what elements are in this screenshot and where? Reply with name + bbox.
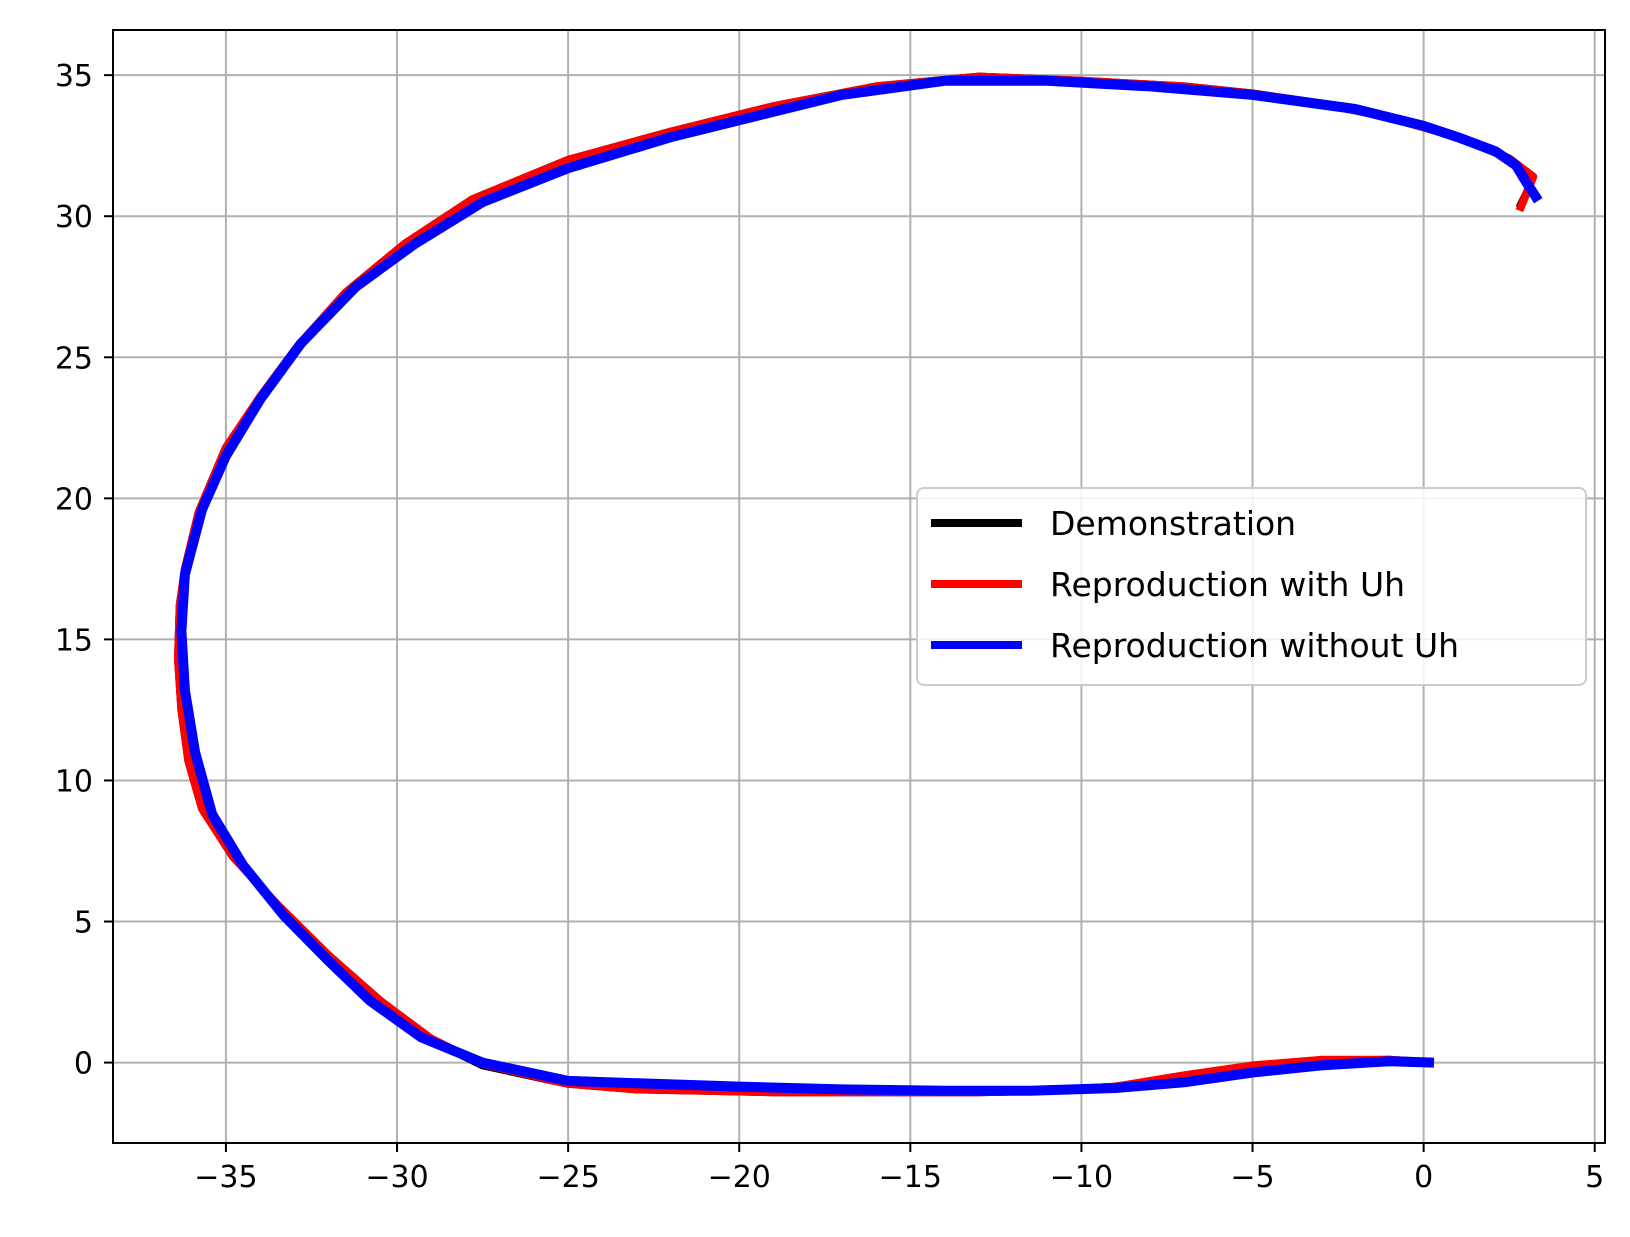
legend-label-1: Demonstration [1050, 504, 1296, 543]
y-tick-label: 25 [55, 341, 93, 376]
y-tick-label: 0 [74, 1047, 93, 1082]
x-tick-label: −25 [536, 1160, 599, 1195]
y-tick-label: 30 [55, 200, 93, 235]
y-tick-label: 35 [55, 59, 93, 94]
x-tick-label: 5 [1585, 1160, 1604, 1195]
x-tick-label: −10 [1050, 1160, 1113, 1195]
y-tick-label: 5 [74, 906, 93, 941]
series-line-3 [176, 75, 1543, 1096]
x-tick-label: −35 [194, 1160, 257, 1195]
legend: Demonstration Reproduction with Uh Reprodu… [916, 487, 1587, 686]
y-tick-label: 20 [55, 482, 93, 517]
y-tick-label: 15 [55, 623, 93, 658]
plot-frame [112, 29, 1606, 1144]
x-tick-label: −20 [708, 1160, 771, 1195]
y-tick-label: 10 [55, 764, 93, 799]
axis-ticks: −35 −30 −25 −20 −15 −10 −5 0 5 0 5 10 15 20 25 30 35 [55, 59, 1604, 1195]
legend-label-3: Reproduction without Uh [1050, 626, 1459, 665]
x-tick-label: −30 [365, 1160, 428, 1195]
series-layer [174, 72, 1543, 1097]
x-tick-label: 0 [1414, 1160, 1433, 1195]
legend-box [916, 487, 1587, 686]
x-tick-label: −5 [1230, 1160, 1274, 1195]
x-tick-label: −15 [879, 1160, 942, 1195]
legend-label-2: Reproduction with Uh [1050, 565, 1405, 604]
